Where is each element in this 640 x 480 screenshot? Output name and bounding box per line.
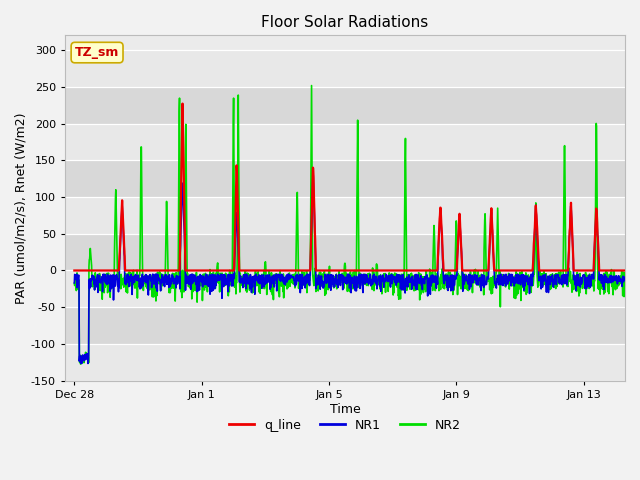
- q_line: [271, 268, 279, 274]
- Legend: q_line, NR1, NR2: q_line, NR1, NR2: [224, 414, 465, 437]
- q_line: [628, 268, 636, 274]
- q_line: [444, 268, 452, 274]
- Bar: [65, 197, 625, 234]
- Bar: [65, 160, 625, 197]
- Bar: [65, 307, 625, 344]
- NR2: [77, 361, 84, 367]
- NR1: [271, 276, 279, 282]
- NR1: [326, 276, 333, 282]
- NR2: [628, 273, 636, 279]
- NR1: [309, 172, 317, 178]
- q_line: [282, 268, 289, 274]
- NR2: [230, 96, 237, 101]
- NR2: [326, 264, 333, 269]
- NR2: [70, 280, 78, 286]
- NR2: [308, 83, 316, 88]
- NR1: [78, 360, 86, 366]
- Text: TZ_sm: TZ_sm: [75, 46, 119, 59]
- NR2: [282, 278, 289, 284]
- NR1: [119, 219, 127, 225]
- NR1: [628, 285, 636, 290]
- NR2: [271, 280, 279, 286]
- Line: NR1: NR1: [74, 175, 632, 363]
- Bar: [65, 271, 625, 307]
- Line: q_line: q_line: [74, 104, 632, 271]
- NR2: [444, 275, 452, 281]
- X-axis label: Time: Time: [330, 403, 360, 416]
- NR1: [444, 280, 452, 286]
- NR1: [282, 282, 289, 288]
- Bar: [65, 344, 625, 381]
- q_line: [118, 205, 126, 211]
- NR1: [230, 271, 237, 277]
- Title: Floor Solar Radiations: Floor Solar Radiations: [261, 15, 429, 30]
- NR1: [70, 280, 78, 286]
- Y-axis label: PAR (umol/m2/s), Rnet (W/m2): PAR (umol/m2/s), Rnet (W/m2): [15, 112, 28, 304]
- q_line: [230, 268, 237, 274]
- q_line: [325, 268, 333, 274]
- Line: NR2: NR2: [74, 85, 632, 364]
- Bar: [65, 123, 625, 160]
- NR2: [119, 281, 127, 287]
- Bar: [65, 234, 625, 271]
- Bar: [65, 50, 625, 87]
- q_line: [70, 268, 78, 274]
- Bar: [65, 87, 625, 123]
- q_line: [179, 101, 186, 107]
